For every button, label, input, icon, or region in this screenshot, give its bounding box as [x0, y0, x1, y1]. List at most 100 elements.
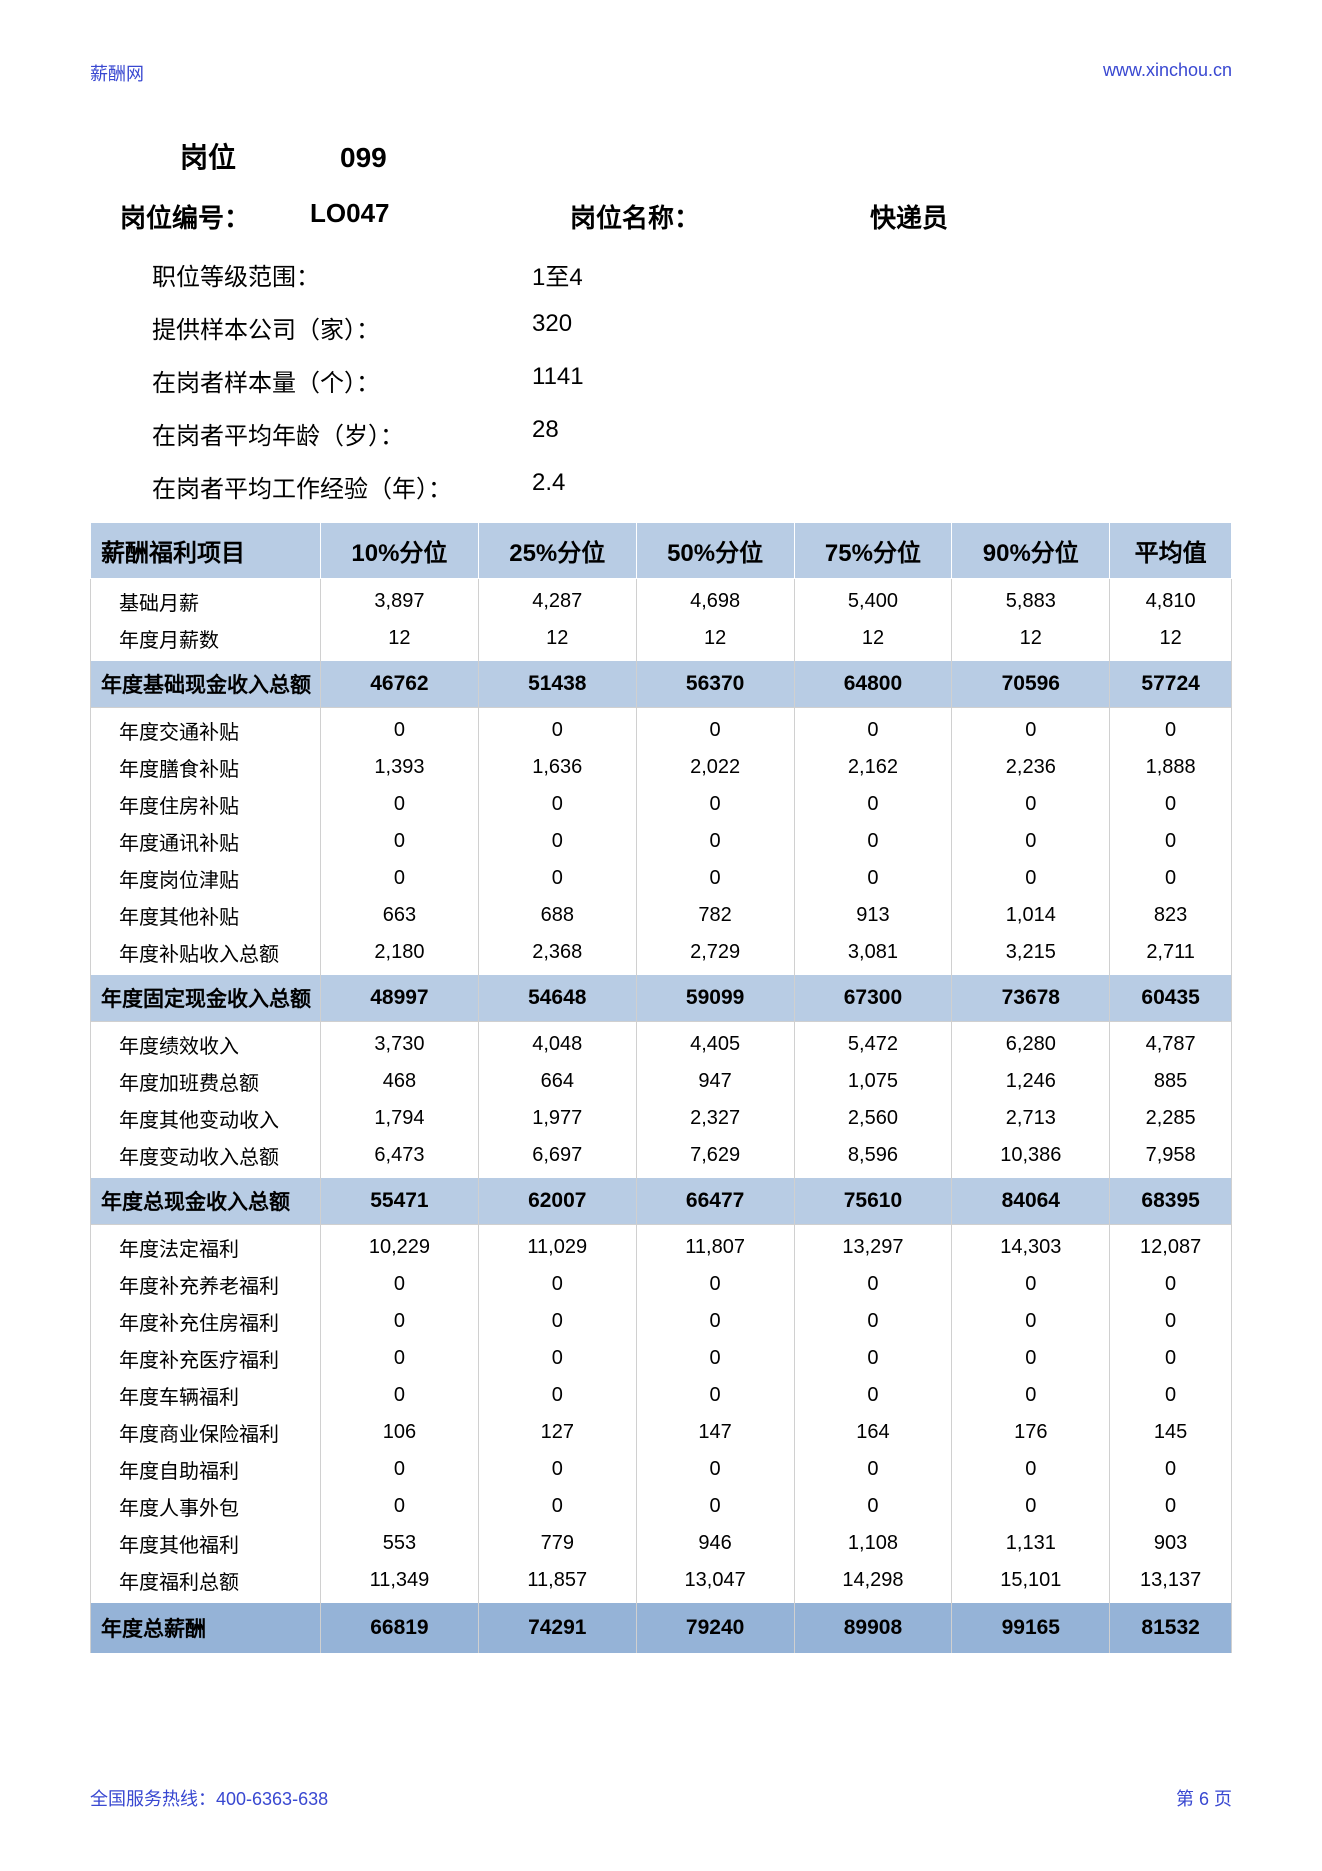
cell-value: 0 — [1110, 1488, 1232, 1525]
cell-value: 903 — [1110, 1525, 1232, 1562]
table-row: 年度自助福利000000 — [91, 1451, 1232, 1488]
cell-value: 782 — [636, 897, 794, 934]
row-label: 年度补贴收入总额 — [91, 934, 321, 975]
cell-value: 74291 — [478, 1603, 636, 1653]
table-row: 年度变动收入总额6,4736,6977,6298,59610,3867,958 — [91, 1137, 1232, 1178]
cell-value: 885 — [1110, 1063, 1232, 1100]
sample-size-value: 1141 — [532, 363, 584, 398]
row-label: 年度人事外包 — [91, 1488, 321, 1525]
table-row: 年度住房补贴000000 — [91, 786, 1232, 823]
sample-size-label: 在岗者样本量（个）： — [152, 363, 532, 398]
cell-value: 62007 — [478, 1178, 636, 1225]
avg-exp-value: 2.4 — [532, 469, 565, 504]
cell-value: 0 — [478, 1377, 636, 1414]
company-count-label: 提供样本公司（家）： — [152, 310, 532, 345]
cell-value: 0 — [794, 1451, 952, 1488]
table-row: 年度其他福利5537799461,1081,131903 — [91, 1525, 1232, 1562]
row-label: 年度其他变动收入 — [91, 1100, 321, 1137]
cell-value: 2,368 — [478, 934, 636, 975]
cell-value: 2,180 — [321, 934, 479, 975]
cell-value: 0 — [321, 1451, 479, 1488]
cell-value: 13,297 — [794, 1225, 952, 1267]
cell-value: 0 — [794, 1488, 952, 1525]
table-row: 年度其他补贴6636887829131,014823 — [91, 897, 1232, 934]
cell-value: 99165 — [952, 1603, 1110, 1653]
code-label: 岗位编号： — [120, 198, 310, 235]
cell-value: 75610 — [794, 1178, 952, 1225]
site-name[interactable]: 薪酬网 — [90, 60, 144, 86]
row-label: 年度其他补贴 — [91, 897, 321, 934]
cell-value: 0 — [1110, 1451, 1232, 1488]
row-label: 年度福利总额 — [91, 1562, 321, 1603]
row-label: 年度法定福利 — [91, 1225, 321, 1267]
cell-value: 13,047 — [636, 1562, 794, 1603]
cell-value: 7,958 — [1110, 1137, 1232, 1178]
cell-value: 64800 — [794, 661, 952, 708]
cell-value: 2,285 — [1110, 1100, 1232, 1137]
cell-value: 0 — [636, 1266, 794, 1303]
cell-value: 0 — [321, 1377, 479, 1414]
cell-value: 1,393 — [321, 749, 479, 786]
cell-value: 4,810 — [1110, 579, 1232, 621]
column-header: 75%分位 — [794, 523, 952, 579]
table-row: 年度绩效收入3,7304,0484,4055,4726,2804,787 — [91, 1022, 1232, 1064]
cell-value: 68395 — [1110, 1178, 1232, 1225]
cell-value: 2,162 — [794, 749, 952, 786]
cell-value: 2,236 — [952, 749, 1110, 786]
cell-value: 106 — [321, 1414, 479, 1451]
cell-value: 0 — [636, 1488, 794, 1525]
cell-value: 67300 — [794, 975, 952, 1022]
column-header: 10%分位 — [321, 523, 479, 579]
table-row: 年度法定福利10,22911,02911,80713,29714,30312,0… — [91, 1225, 1232, 1267]
cell-value: 0 — [478, 1266, 636, 1303]
row-label: 年度固定现金收入总额 — [91, 975, 321, 1022]
cell-value: 0 — [794, 1377, 952, 1414]
hotline: 全国服务热线：400-6363-638 — [90, 1785, 328, 1811]
table-row: 年度通讯补贴000000 — [91, 823, 1232, 860]
table-row: 年度总现金收入总额554716200766477756108406468395 — [91, 1178, 1232, 1225]
table-row: 年度加班费总额4686649471,0751,246885 — [91, 1063, 1232, 1100]
cell-value: 0 — [636, 1303, 794, 1340]
table-row: 年度补充医疗福利000000 — [91, 1340, 1232, 1377]
cell-value: 54648 — [478, 975, 636, 1022]
cell-value: 0 — [952, 1340, 1110, 1377]
row-label: 年度加班费总额 — [91, 1063, 321, 1100]
avg-exp-label: 在岗者平均工作经验（年）： — [152, 469, 532, 504]
cell-value: 0 — [952, 1488, 1110, 1525]
table-row: 年度基础现金收入总额467625143856370648007059657724 — [91, 661, 1232, 708]
cell-value: 1,794 — [321, 1100, 479, 1137]
cell-value: 12 — [1110, 620, 1232, 661]
cell-value: 946 — [636, 1525, 794, 1562]
cell-value: 10,229 — [321, 1225, 479, 1267]
cell-value: 11,349 — [321, 1562, 479, 1603]
code-value: LO047 — [310, 198, 570, 235]
cell-value: 468 — [321, 1063, 479, 1100]
cell-value: 12,087 — [1110, 1225, 1232, 1267]
cell-value: 947 — [636, 1063, 794, 1100]
cell-value: 12 — [636, 620, 794, 661]
cell-value: 11,857 — [478, 1562, 636, 1603]
cell-value: 0 — [478, 708, 636, 750]
cell-value: 663 — [321, 897, 479, 934]
cell-value: 0 — [794, 1303, 952, 1340]
cell-value: 0 — [636, 1451, 794, 1488]
cell-value: 0 — [478, 1340, 636, 1377]
cell-value: 0 — [794, 1340, 952, 1377]
meta-row: 在岗者平均工作经验（年）： 2.4 — [90, 469, 1232, 504]
cell-value: 89908 — [794, 1603, 952, 1653]
level-range-value: 1至4 — [532, 257, 583, 292]
cell-value: 0 — [478, 786, 636, 823]
row-label: 年度变动收入总额 — [91, 1137, 321, 1178]
cell-value: 0 — [952, 786, 1110, 823]
cell-value: 0 — [321, 1303, 479, 1340]
cell-value: 12 — [478, 620, 636, 661]
site-url[interactable]: www.xinchou.cn — [1103, 60, 1232, 86]
cell-value: 1,977 — [478, 1100, 636, 1137]
cell-value: 0 — [952, 708, 1110, 750]
cell-value: 0 — [478, 860, 636, 897]
cell-value: 81532 — [1110, 1603, 1232, 1653]
cell-value: 48997 — [321, 975, 479, 1022]
cell-value: 2,713 — [952, 1100, 1110, 1137]
meta-row: 职位等级范围： 1至4 — [90, 257, 1232, 292]
name-value: 快递员 — [870, 198, 948, 235]
